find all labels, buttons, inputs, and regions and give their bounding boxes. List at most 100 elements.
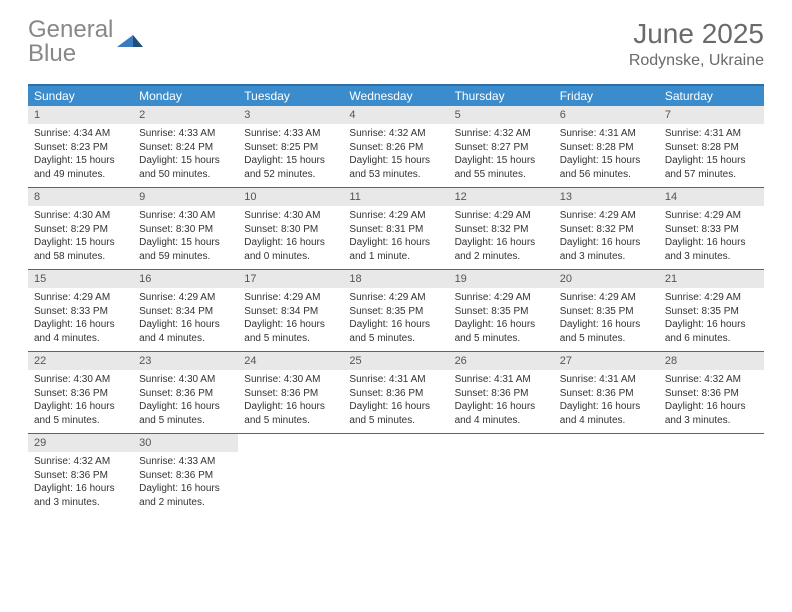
day-details: Sunrise: 4:29 AMSunset: 8:35 PMDaylight:… <box>554 288 659 345</box>
day-details: Sunrise: 4:32 AMSunset: 8:27 PMDaylight:… <box>449 124 554 181</box>
day-number: 1 <box>28 106 133 124</box>
day-cell: 6Sunrise: 4:31 AMSunset: 8:28 PMDaylight… <box>554 106 659 187</box>
week-row: 29Sunrise: 4:32 AMSunset: 8:36 PMDayligh… <box>28 434 764 515</box>
day-number: 2 <box>133 106 238 124</box>
day-number: 23 <box>133 352 238 370</box>
day-cell: 10Sunrise: 4:30 AMSunset: 8:30 PMDayligh… <box>238 188 343 269</box>
day-number: 6 <box>554 106 659 124</box>
month-title: June 2025 <box>629 18 764 50</box>
day-cell: 3Sunrise: 4:33 AMSunset: 8:25 PMDaylight… <box>238 106 343 187</box>
day-number: 21 <box>659 270 764 288</box>
day-cell: 16Sunrise: 4:29 AMSunset: 8:34 PMDayligh… <box>133 270 238 351</box>
day-cell: 19Sunrise: 4:29 AMSunset: 8:35 PMDayligh… <box>449 270 554 351</box>
day-details: Sunrise: 4:30 AMSunset: 8:36 PMDaylight:… <box>133 370 238 427</box>
day-details: Sunrise: 4:30 AMSunset: 8:30 PMDaylight:… <box>133 206 238 263</box>
day-details: Sunrise: 4:29 AMSunset: 8:31 PMDaylight:… <box>343 206 448 263</box>
day-details: Sunrise: 4:30 AMSunset: 8:36 PMDaylight:… <box>238 370 343 427</box>
day-details: Sunrise: 4:32 AMSunset: 8:36 PMDaylight:… <box>659 370 764 427</box>
weekday-header: Monday <box>133 86 238 106</box>
day-cell: 24Sunrise: 4:30 AMSunset: 8:36 PMDayligh… <box>238 352 343 433</box>
day-number: 28 <box>659 352 764 370</box>
day-cell: 13Sunrise: 4:29 AMSunset: 8:32 PMDayligh… <box>554 188 659 269</box>
day-details: Sunrise: 4:29 AMSunset: 8:32 PMDaylight:… <box>449 206 554 263</box>
day-details: Sunrise: 4:31 AMSunset: 8:36 PMDaylight:… <box>554 370 659 427</box>
day-cell: 20Sunrise: 4:29 AMSunset: 8:35 PMDayligh… <box>554 270 659 351</box>
day-cell: . <box>238 434 343 515</box>
day-cell: 15Sunrise: 4:29 AMSunset: 8:33 PMDayligh… <box>28 270 133 351</box>
weekday-header: Friday <box>554 86 659 106</box>
day-cell: 30Sunrise: 4:33 AMSunset: 8:36 PMDayligh… <box>133 434 238 515</box>
day-details: Sunrise: 4:29 AMSunset: 8:35 PMDaylight:… <box>343 288 448 345</box>
day-details: Sunrise: 4:29 AMSunset: 8:33 PMDaylight:… <box>28 288 133 345</box>
day-details: Sunrise: 4:32 AMSunset: 8:36 PMDaylight:… <box>28 452 133 509</box>
logo-word2: Blue <box>28 40 76 67</box>
day-details: Sunrise: 4:29 AMSunset: 8:35 PMDaylight:… <box>449 288 554 345</box>
day-cell: 17Sunrise: 4:29 AMSunset: 8:34 PMDayligh… <box>238 270 343 351</box>
day-number: 17 <box>238 270 343 288</box>
day-number: 16 <box>133 270 238 288</box>
day-cell: . <box>659 434 764 515</box>
title-block: June 2025 Rodynske, Ukraine <box>629 18 764 70</box>
day-cell: 8Sunrise: 4:30 AMSunset: 8:29 PMDaylight… <box>28 188 133 269</box>
day-cell: 7Sunrise: 4:31 AMSunset: 8:28 PMDaylight… <box>659 106 764 187</box>
day-number: 10 <box>238 188 343 206</box>
day-cell: 12Sunrise: 4:29 AMSunset: 8:32 PMDayligh… <box>449 188 554 269</box>
header: General Blue June 2025 Rodynske, Ukraine <box>0 0 792 78</box>
day-details: Sunrise: 4:34 AMSunset: 8:23 PMDaylight:… <box>28 124 133 181</box>
day-cell: 29Sunrise: 4:32 AMSunset: 8:36 PMDayligh… <box>28 434 133 515</box>
week-row: 15Sunrise: 4:29 AMSunset: 8:33 PMDayligh… <box>28 270 764 352</box>
day-cell: 2Sunrise: 4:33 AMSunset: 8:24 PMDaylight… <box>133 106 238 187</box>
weekday-header: Thursday <box>449 86 554 106</box>
day-details: Sunrise: 4:31 AMSunset: 8:36 PMDaylight:… <box>449 370 554 427</box>
day-details: Sunrise: 4:32 AMSunset: 8:26 PMDaylight:… <box>343 124 448 181</box>
day-details: Sunrise: 4:31 AMSunset: 8:36 PMDaylight:… <box>343 370 448 427</box>
day-number: 7 <box>659 106 764 124</box>
day-cell: 28Sunrise: 4:32 AMSunset: 8:36 PMDayligh… <box>659 352 764 433</box>
day-details: Sunrise: 4:29 AMSunset: 8:32 PMDaylight:… <box>554 206 659 263</box>
day-cell: 1Sunrise: 4:34 AMSunset: 8:23 PMDaylight… <box>28 106 133 187</box>
day-number: 26 <box>449 352 554 370</box>
week-row: 22Sunrise: 4:30 AMSunset: 8:36 PMDayligh… <box>28 352 764 434</box>
day-number: 13 <box>554 188 659 206</box>
day-cell: . <box>343 434 448 515</box>
day-number: 12 <box>449 188 554 206</box>
day-cell: 22Sunrise: 4:30 AMSunset: 8:36 PMDayligh… <box>28 352 133 433</box>
day-number: 22 <box>28 352 133 370</box>
day-cell: 23Sunrise: 4:30 AMSunset: 8:36 PMDayligh… <box>133 352 238 433</box>
day-number: 29 <box>28 434 133 452</box>
day-cell: 4Sunrise: 4:32 AMSunset: 8:26 PMDaylight… <box>343 106 448 187</box>
weekday-header: Tuesday <box>238 86 343 106</box>
day-cell: 27Sunrise: 4:31 AMSunset: 8:36 PMDayligh… <box>554 352 659 433</box>
weekday-header: Sunday <box>28 86 133 106</box>
day-number: 5 <box>449 106 554 124</box>
day-number: 11 <box>343 188 448 206</box>
day-cell: . <box>449 434 554 515</box>
weekday-header: Saturday <box>659 86 764 106</box>
day-details: Sunrise: 4:33 AMSunset: 8:36 PMDaylight:… <box>133 452 238 509</box>
day-number: 18 <box>343 270 448 288</box>
logo-arrow-icon <box>117 33 143 51</box>
day-number: 8 <box>28 188 133 206</box>
day-number: 19 <box>449 270 554 288</box>
day-cell: . <box>554 434 659 515</box>
day-details: Sunrise: 4:30 AMSunset: 8:29 PMDaylight:… <box>28 206 133 263</box>
day-cell: 9Sunrise: 4:30 AMSunset: 8:30 PMDaylight… <box>133 188 238 269</box>
day-cell: 18Sunrise: 4:29 AMSunset: 8:35 PMDayligh… <box>343 270 448 351</box>
logo: General Blue <box>28 18 143 66</box>
weekday-header-row: SundayMondayTuesdayWednesdayThursdayFrid… <box>28 86 764 106</box>
day-number: 27 <box>554 352 659 370</box>
day-cell: 5Sunrise: 4:32 AMSunset: 8:27 PMDaylight… <box>449 106 554 187</box>
week-row: 1Sunrise: 4:34 AMSunset: 8:23 PMDaylight… <box>28 106 764 188</box>
day-details: Sunrise: 4:31 AMSunset: 8:28 PMDaylight:… <box>554 124 659 181</box>
day-number: 9 <box>133 188 238 206</box>
day-details: Sunrise: 4:30 AMSunset: 8:30 PMDaylight:… <box>238 206 343 263</box>
day-details: Sunrise: 4:29 AMSunset: 8:33 PMDaylight:… <box>659 206 764 263</box>
weekday-header: Wednesday <box>343 86 448 106</box>
day-cell: 14Sunrise: 4:29 AMSunset: 8:33 PMDayligh… <box>659 188 764 269</box>
location: Rodynske, Ukraine <box>629 52 764 70</box>
day-number: 3 <box>238 106 343 124</box>
calendar: SundayMondayTuesdayWednesdayThursdayFrid… <box>28 84 764 515</box>
day-details: Sunrise: 4:33 AMSunset: 8:24 PMDaylight:… <box>133 124 238 181</box>
day-cell: 21Sunrise: 4:29 AMSunset: 8:35 PMDayligh… <box>659 270 764 351</box>
day-number: 4 <box>343 106 448 124</box>
